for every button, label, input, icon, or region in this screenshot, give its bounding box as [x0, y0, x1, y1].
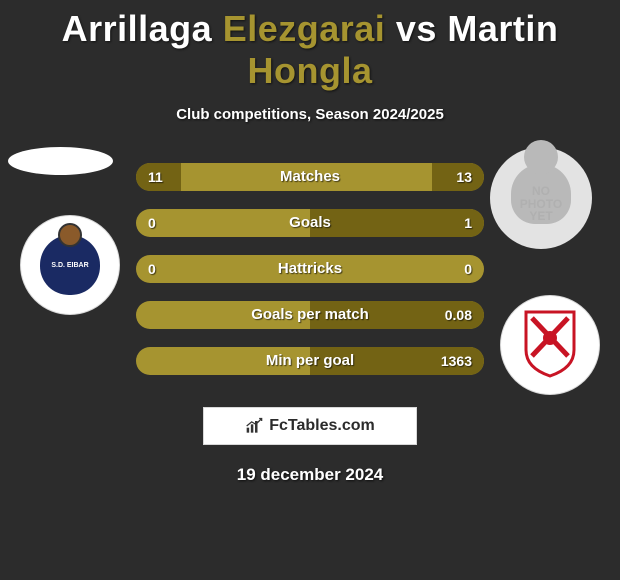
stat-label: Goals per match — [136, 301, 484, 329]
page-title: Arrillaga Elezgarai vs Martin Hongla — [0, 0, 620, 92]
stat-row: Matches11 13 — [136, 163, 484, 191]
stat-value-right: 0.08 — [445, 301, 472, 329]
stat-row: Goals per match0.08 — [136, 301, 484, 329]
stat-value-right: 0 — [464, 255, 472, 283]
player2-first: Martin — [447, 8, 558, 49]
stat-label: Hattricks — [136, 255, 484, 283]
comparison-panel: NO PHOTO YET S.D. EIBAR Matches11 13 Goals… — [0, 147, 620, 407]
player2-club-badge — [500, 295, 600, 395]
stat-value-left: 11 — [148, 163, 163, 191]
brand-text: FcTables.com — [269, 417, 375, 435]
player1-last: Elezgarai — [223, 8, 386, 49]
stat-value-left: 0 — [148, 255, 156, 283]
stat-label: Matches — [136, 163, 484, 191]
stat-label: Min per goal — [136, 347, 484, 375]
player2-photo-placeholder: NO PHOTO YET — [490, 147, 592, 249]
player2-last: Hongla — [248, 50, 373, 91]
chart-icon — [245, 417, 265, 435]
player1-photo — [8, 147, 113, 175]
stat-row: Min per goal1363 — [136, 347, 484, 375]
granada-crest-icon — [522, 308, 578, 383]
stat-bars: Matches1113Goals01Hattricks00Goals per m… — [136, 163, 484, 393]
subtitle: Club competitions, Season 2024/2025 — [0, 106, 620, 123]
player1-club-badge: S.D. EIBAR — [20, 215, 120, 315]
vs-text: vs — [396, 8, 437, 49]
date-label: 19 december 2024 — [0, 465, 620, 485]
stat-value-right: 1363 — [441, 347, 472, 375]
no-photo-label: NO PHOTO YET — [520, 185, 562, 223]
brand-badge: FcTables.com — [203, 407, 417, 445]
player1-first: Arrillaga — [62, 8, 213, 49]
stat-label: Goals — [136, 209, 484, 237]
stat-value-right: 1 — [464, 209, 472, 237]
stat-row: Goals0 1 — [136, 209, 484, 237]
stat-value-right: 13 — [456, 163, 472, 191]
stat-row: Hattricks0 0 — [136, 255, 484, 283]
eibar-crest-icon: S.D. EIBAR — [40, 235, 100, 295]
stat-value-left: 0 — [148, 209, 156, 237]
